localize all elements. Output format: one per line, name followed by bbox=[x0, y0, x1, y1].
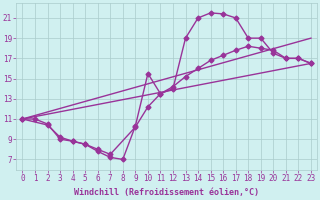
X-axis label: Windchill (Refroidissement éolien,°C): Windchill (Refroidissement éolien,°C) bbox=[74, 188, 259, 197]
